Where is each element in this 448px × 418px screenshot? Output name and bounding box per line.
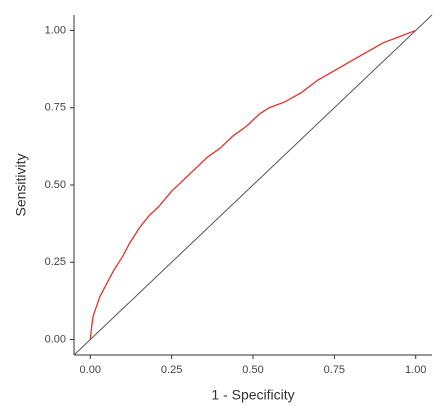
- y-axis-title: Sensitivity: [13, 153, 29, 216]
- y-tick-label: 1.00: [45, 24, 66, 36]
- y-tick-label: 0.25: [45, 256, 66, 268]
- x-tick-label: 0.25: [161, 364, 182, 376]
- x-tick-label: 0.00: [80, 364, 101, 376]
- y-tick-label: 0.00: [45, 333, 66, 345]
- x-tick-label: 0.75: [324, 364, 345, 376]
- series-line: [73, 14, 433, 356]
- x-axis-title: 1 - Specificity: [211, 387, 294, 403]
- y-tick-label: 0.75: [45, 102, 66, 114]
- x-tick-label: 1.00: [405, 364, 426, 376]
- series-line: [89, 29, 416, 340]
- y-tick-label: 0.50: [45, 179, 66, 191]
- x-tick-label: 0.50: [242, 364, 263, 376]
